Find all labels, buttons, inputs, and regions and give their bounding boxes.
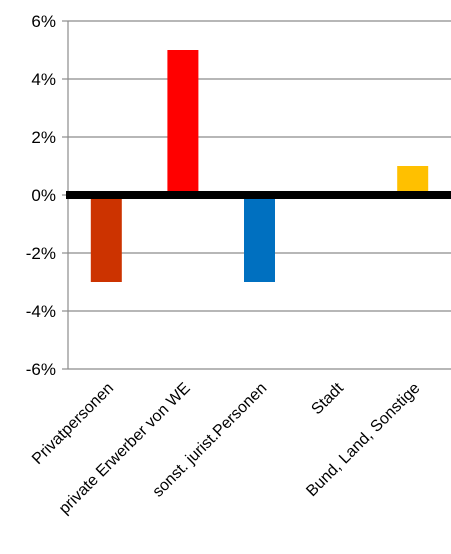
axes: [62, 20, 451, 370]
bars: [90, 50, 429, 282]
y-tick-label: 0%: [31, 186, 56, 205]
y-tick-label: 2%: [31, 128, 56, 147]
y-tick-label: 6%: [31, 12, 56, 31]
y-tick-label: -4%: [26, 302, 56, 321]
gridlines: [68, 20, 451, 370]
bar-3: [244, 195, 275, 282]
bar-1: [90, 195, 122, 282]
y-tick-label: -2%: [26, 244, 56, 263]
y-tick-labels: 6% 4% 2% 0% -2% -4% -6%: [26, 12, 56, 379]
bar-5: [397, 166, 429, 195]
bar-2: [167, 50, 199, 195]
y-tick-label: -6%: [26, 360, 56, 379]
category-label: Privatpersonen: [29, 380, 117, 468]
y-tick-label: 4%: [31, 70, 56, 89]
category-label: private Erwerber von WE: [56, 380, 194, 518]
category-label: Stadt: [308, 379, 347, 418]
